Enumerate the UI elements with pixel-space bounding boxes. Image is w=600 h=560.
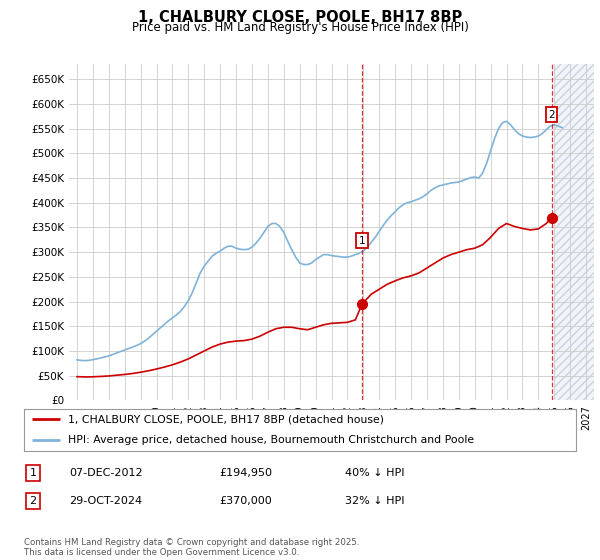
Text: 2: 2 (29, 496, 37, 506)
Text: 2: 2 (548, 110, 555, 120)
Text: 32% ↓ HPI: 32% ↓ HPI (345, 496, 404, 506)
Text: HPI: Average price, detached house, Bournemouth Christchurch and Poole: HPI: Average price, detached house, Bour… (68, 435, 474, 445)
Text: Contains HM Land Registry data © Crown copyright and database right 2025.
This d: Contains HM Land Registry data © Crown c… (24, 538, 359, 557)
Text: 07-DEC-2012: 07-DEC-2012 (69, 468, 143, 478)
Text: 1, CHALBURY CLOSE, POOLE, BH17 8BP: 1, CHALBURY CLOSE, POOLE, BH17 8BP (138, 10, 462, 25)
Text: 1: 1 (359, 236, 365, 246)
Text: 40% ↓ HPI: 40% ↓ HPI (345, 468, 404, 478)
Text: 29-OCT-2024: 29-OCT-2024 (69, 496, 142, 506)
Text: £370,000: £370,000 (219, 496, 272, 506)
Text: 1, CHALBURY CLOSE, POOLE, BH17 8BP (detached house): 1, CHALBURY CLOSE, POOLE, BH17 8BP (deta… (68, 414, 384, 424)
Bar (554, 64, 594, 400)
Text: £194,950: £194,950 (219, 468, 272, 478)
Text: 1: 1 (29, 468, 37, 478)
Text: Price paid vs. HM Land Registry's House Price Index (HPI): Price paid vs. HM Land Registry's House … (131, 21, 469, 34)
